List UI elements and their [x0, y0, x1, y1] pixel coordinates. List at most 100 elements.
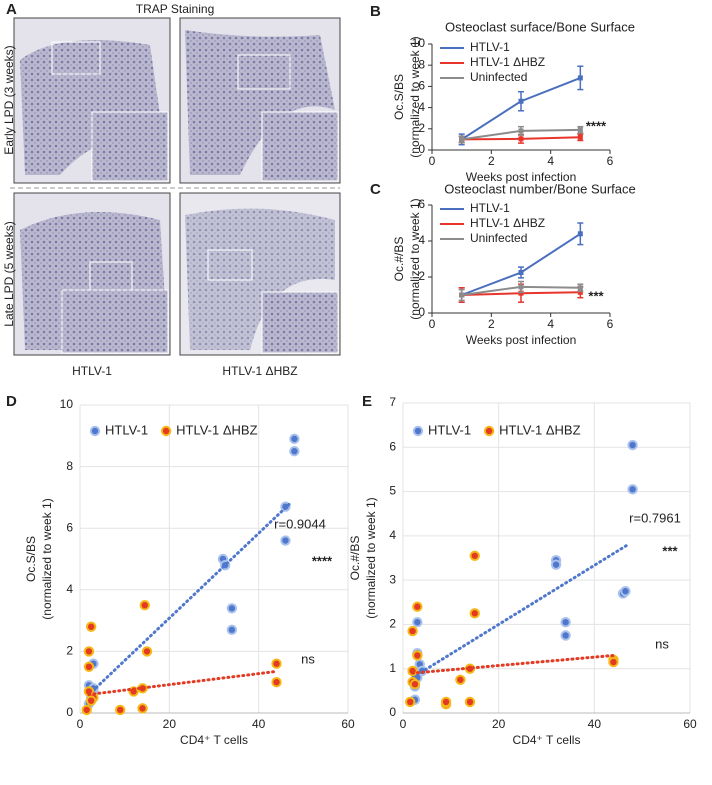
point: [518, 136, 524, 142]
micrograph: [13, 17, 171, 184]
x-tick-label: 2: [488, 317, 495, 331]
panel-letter: E: [362, 393, 372, 410]
chart: E Oc.#/BS (normalized to week 1) CD4⁺ T cel…: [348, 393, 697, 747]
point: [518, 284, 524, 290]
point: [620, 586, 631, 597]
chart: C Osteoclast number/Bone Surface Oc.#/BS (n…: [370, 181, 636, 347]
annotation: ***: [662, 543, 678, 558]
column-label: HTLV-1: [72, 364, 112, 378]
x-tick-label: 40: [252, 717, 266, 731]
y-tick-label: 6: [66, 520, 73, 534]
x-tick-label: 20: [163, 717, 177, 731]
micrograph: [13, 192, 171, 356]
y-tick-label: 10: [412, 36, 426, 50]
point: [627, 484, 638, 495]
row-label: Late LPD (5 weeks): [2, 221, 16, 326]
point: [577, 127, 583, 133]
panel-title: TRAP Staining: [136, 2, 215, 16]
point: [469, 608, 480, 619]
x-axis-label: CD4⁺ T cells: [513, 733, 581, 747]
y-axis-label: (normalized to week 1): [408, 36, 422, 157]
point: [115, 704, 126, 716]
y-tick-label: 6: [389, 439, 396, 453]
x-tick-label: 60: [683, 717, 697, 731]
y-tick-label: 0: [418, 305, 425, 319]
legend-label: HTLV-1 ΔHBZ: [499, 422, 580, 437]
y-axis-label: Oc.#/BS: [348, 536, 362, 581]
point: [83, 661, 95, 672]
y-tick-label: 5: [389, 484, 396, 498]
legend-label: Uninfected: [470, 231, 527, 245]
point: [85, 621, 97, 632]
y-tick-label: 6: [418, 197, 425, 211]
point: [518, 98, 524, 104]
point: [409, 679, 421, 690]
panel-letter: A: [6, 1, 17, 18]
annotation: r=0.9044: [274, 516, 326, 531]
point: [280, 535, 291, 546]
y-tick-label: 4: [66, 582, 73, 596]
point: [518, 128, 524, 134]
point: [455, 674, 466, 685]
y-tick-label: 7: [389, 395, 396, 409]
x-tick-label: 0: [400, 717, 407, 731]
panel-letter: D: [6, 393, 17, 410]
point: [577, 75, 583, 81]
point: [412, 601, 423, 612]
x-tick-label: 0: [429, 317, 436, 331]
point: [81, 704, 92, 716]
x-tick-label: 6: [607, 154, 614, 168]
x-tick-label: 4: [547, 317, 554, 331]
y-tick-label: 1: [389, 661, 396, 675]
chart: D Oc.S/BS (normalized to week 1) CD4⁺ T cel…: [6, 393, 355, 747]
trendline: [411, 543, 630, 680]
legend-label: HTLV-1 ΔHBZ: [176, 422, 257, 437]
legend-label: HTLV-1 ΔHBZ: [470, 216, 545, 230]
point: [271, 677, 282, 688]
point: [550, 559, 562, 570]
y-tick-label: 8: [418, 57, 425, 71]
trendline: [411, 653, 615, 675]
x-axis-label: CD4⁺ T cells: [180, 733, 248, 747]
point: [577, 285, 583, 291]
trendline: [87, 669, 279, 697]
point: [469, 550, 480, 561]
y-axis-label: (normalized to week 1): [40, 498, 54, 619]
y-axis-label: (normalized to week 1): [364, 497, 378, 618]
legend-label: HTLV-1: [470, 201, 510, 215]
y-tick-label: 0: [418, 142, 425, 156]
point: [271, 658, 282, 669]
x-axis-label: Weeks post infection: [466, 333, 577, 347]
y-tick-label: 2: [66, 644, 73, 658]
point: [577, 134, 583, 140]
point: [440, 696, 452, 708]
point: [139, 600, 150, 611]
point: [577, 231, 583, 237]
point: [459, 136, 465, 142]
legend-label: HTLV-1: [428, 422, 471, 437]
point: [608, 656, 619, 668]
x-axis-label: Weeks post infection: [466, 170, 577, 184]
trendline: [87, 502, 292, 697]
y-axis-label: Oc.#/BS: [392, 237, 406, 282]
legend-label: HTLV-1 ΔHBZ: [470, 55, 545, 69]
y-axis-label: (normalized to week 1): [408, 198, 422, 319]
point: [412, 650, 423, 661]
y-tick-label: 10: [60, 397, 74, 411]
legend-label: HTLV-1: [105, 422, 148, 437]
x-tick-label: 6: [607, 317, 614, 331]
point: [83, 646, 95, 657]
y-axis-label: Oc.S/BS: [24, 536, 38, 582]
point: [226, 603, 238, 614]
x-tick-label: 0: [429, 154, 436, 168]
x-tick-label: 60: [341, 717, 355, 731]
x-tick-label: 40: [588, 717, 602, 731]
annotation: ****: [312, 553, 333, 568]
y-tick-label: 0: [389, 705, 396, 719]
panel-a: A TRAP Staining Early LPD (3 weeks): [2, 1, 341, 378]
point: [560, 630, 571, 641]
point: [412, 617, 423, 628]
annotation: ***: [588, 288, 604, 303]
y-tick-label: 6: [418, 79, 425, 93]
